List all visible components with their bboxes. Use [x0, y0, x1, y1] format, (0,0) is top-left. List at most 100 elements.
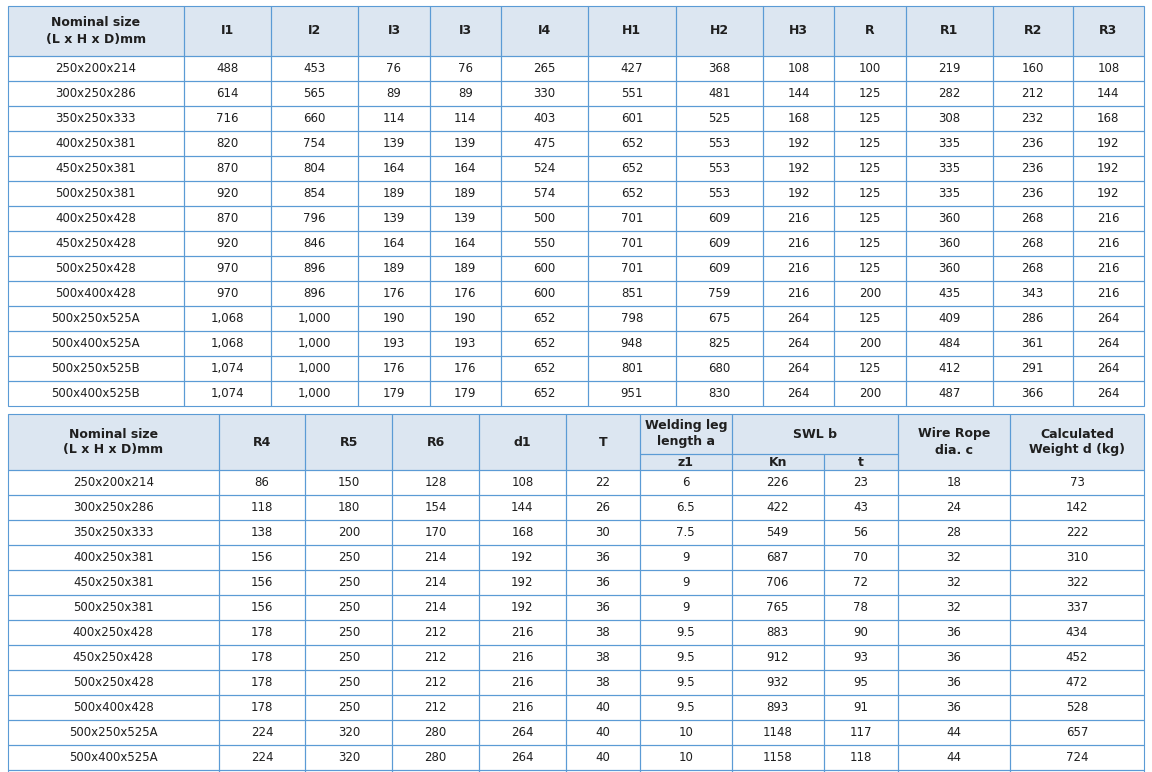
Bar: [993, 81, 1073, 106]
Bar: [305, 620, 392, 645]
Text: 192: 192: [787, 187, 810, 200]
Text: 500x400x428: 500x400x428: [73, 701, 153, 714]
Text: 609: 609: [708, 237, 730, 250]
Bar: [430, 106, 501, 131]
Bar: [732, 454, 824, 470]
Bar: [675, 106, 763, 131]
Bar: [219, 520, 305, 545]
Text: 10: 10: [679, 751, 694, 764]
Text: R2: R2: [1024, 25, 1041, 38]
Bar: [897, 770, 1010, 772]
Bar: [358, 381, 430, 406]
Bar: [1073, 356, 1144, 381]
Bar: [993, 331, 1073, 356]
Text: 90: 90: [854, 626, 869, 639]
Text: 403: 403: [533, 112, 555, 125]
Text: 310: 310: [1066, 551, 1089, 564]
Bar: [8, 620, 219, 645]
Bar: [501, 331, 589, 356]
Bar: [219, 620, 305, 645]
Bar: [639, 570, 732, 595]
Bar: [824, 645, 897, 670]
Text: 40: 40: [596, 751, 611, 764]
Bar: [183, 206, 271, 231]
Bar: [305, 545, 392, 570]
Bar: [1073, 381, 1144, 406]
Bar: [430, 81, 501, 106]
Bar: [732, 495, 824, 520]
Text: 70: 70: [854, 551, 869, 564]
Bar: [8, 595, 219, 620]
Bar: [566, 745, 639, 770]
Bar: [675, 381, 763, 406]
Bar: [392, 720, 479, 745]
Bar: [271, 181, 358, 206]
Text: 265: 265: [533, 62, 555, 75]
Bar: [834, 231, 905, 256]
Bar: [834, 381, 905, 406]
Bar: [834, 81, 905, 106]
Text: 500x250x428: 500x250x428: [73, 676, 153, 689]
Bar: [824, 454, 897, 470]
Bar: [675, 231, 763, 256]
Bar: [566, 620, 639, 645]
Bar: [639, 720, 732, 745]
Text: 91: 91: [854, 701, 869, 714]
Text: 716: 716: [217, 112, 238, 125]
Text: 156: 156: [251, 601, 273, 614]
Bar: [392, 720, 479, 745]
Bar: [501, 56, 589, 81]
Text: 434: 434: [1066, 626, 1089, 639]
Bar: [1073, 331, 1144, 356]
Bar: [897, 470, 1010, 495]
Bar: [501, 6, 589, 56]
Bar: [305, 520, 392, 545]
Text: 870: 870: [217, 162, 238, 175]
Bar: [430, 381, 501, 406]
Bar: [305, 670, 392, 695]
Text: 754: 754: [303, 137, 326, 150]
Bar: [993, 206, 1073, 231]
Bar: [905, 181, 993, 206]
Text: 200: 200: [858, 387, 881, 400]
Bar: [897, 570, 1010, 595]
Text: 219: 219: [938, 62, 961, 75]
Bar: [8, 281, 183, 306]
Bar: [897, 470, 1010, 495]
Text: 216: 216: [511, 651, 533, 664]
Bar: [219, 620, 305, 645]
Bar: [763, 56, 834, 81]
Bar: [639, 414, 732, 454]
Bar: [763, 81, 834, 106]
Bar: [501, 331, 589, 356]
Text: 56: 56: [854, 526, 869, 539]
Bar: [589, 306, 675, 331]
Bar: [430, 156, 501, 181]
Bar: [905, 131, 993, 156]
Bar: [566, 495, 639, 520]
Bar: [430, 6, 501, 56]
Bar: [305, 470, 392, 495]
Bar: [905, 331, 993, 356]
Text: 40: 40: [596, 701, 611, 714]
Bar: [589, 131, 675, 156]
Bar: [1073, 356, 1144, 381]
Bar: [824, 720, 897, 745]
Bar: [183, 81, 271, 106]
Bar: [589, 231, 675, 256]
Bar: [430, 256, 501, 281]
Text: 108: 108: [787, 62, 810, 75]
Text: 9.5: 9.5: [676, 651, 695, 664]
Bar: [675, 131, 763, 156]
Bar: [1010, 470, 1144, 495]
Bar: [824, 620, 897, 645]
Bar: [763, 381, 834, 406]
Text: 168: 168: [787, 112, 810, 125]
Text: 422: 422: [766, 501, 789, 514]
Text: 224: 224: [251, 751, 273, 764]
Bar: [993, 181, 1073, 206]
Bar: [219, 545, 305, 570]
Text: 216: 216: [511, 676, 533, 689]
Text: 200: 200: [858, 337, 881, 350]
Bar: [1010, 495, 1144, 520]
